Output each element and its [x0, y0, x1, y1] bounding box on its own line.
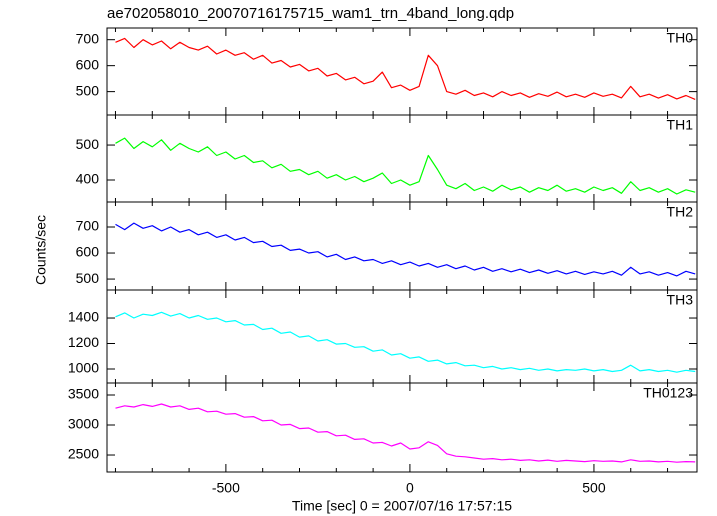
y-tick-label: 600: [76, 56, 100, 72]
legend-label: TH2: [667, 204, 694, 220]
data-line: [115, 311, 696, 373]
data-line: [115, 222, 696, 277]
y-tick-label: 500: [76, 82, 100, 98]
chart-title: ae702058010_20070716175715_wam1_trn_4ban…: [107, 5, 514, 22]
y-tick-label: 3500: [68, 386, 99, 402]
x-axis-label: Time [sec] 0 = 2007/07/16 17:57:15: [292, 498, 512, 514]
y-tick-label: 500: [76, 136, 100, 152]
y-tick-label: 1400: [68, 309, 99, 325]
data-line: [115, 137, 696, 195]
data-line: [115, 403, 696, 463]
y-tick-label: 400: [76, 171, 100, 187]
legend-label: TH1: [667, 117, 694, 133]
panel-frame: [106, 27, 698, 116]
legend-label: TH0: [667, 30, 694, 46]
legend-label: TH0123: [643, 385, 693, 401]
y-tick-label: 1000: [68, 360, 99, 376]
y-tick-label: 700: [76, 30, 100, 46]
y-tick-label: 2500: [68, 446, 99, 462]
data-line: [115, 37, 696, 100]
x-tick-label: 0: [406, 480, 414, 496]
x-tick-label: 500: [582, 480, 606, 496]
panel-frame: [106, 382, 698, 473]
x-tick-label: -500: [212, 480, 240, 496]
y-tick-label: 1200: [68, 334, 99, 350]
panel-frame: [106, 201, 698, 291]
y-tick-label: 3000: [68, 416, 99, 432]
y-tick-label: 500: [76, 270, 100, 286]
legend-label: TH3: [667, 292, 694, 308]
y-tick-label: 600: [76, 244, 100, 260]
panel-frame: [106, 289, 698, 384]
y-tick-label: 700: [76, 218, 100, 234]
y-axis-label: Counts/sec: [33, 215, 49, 285]
